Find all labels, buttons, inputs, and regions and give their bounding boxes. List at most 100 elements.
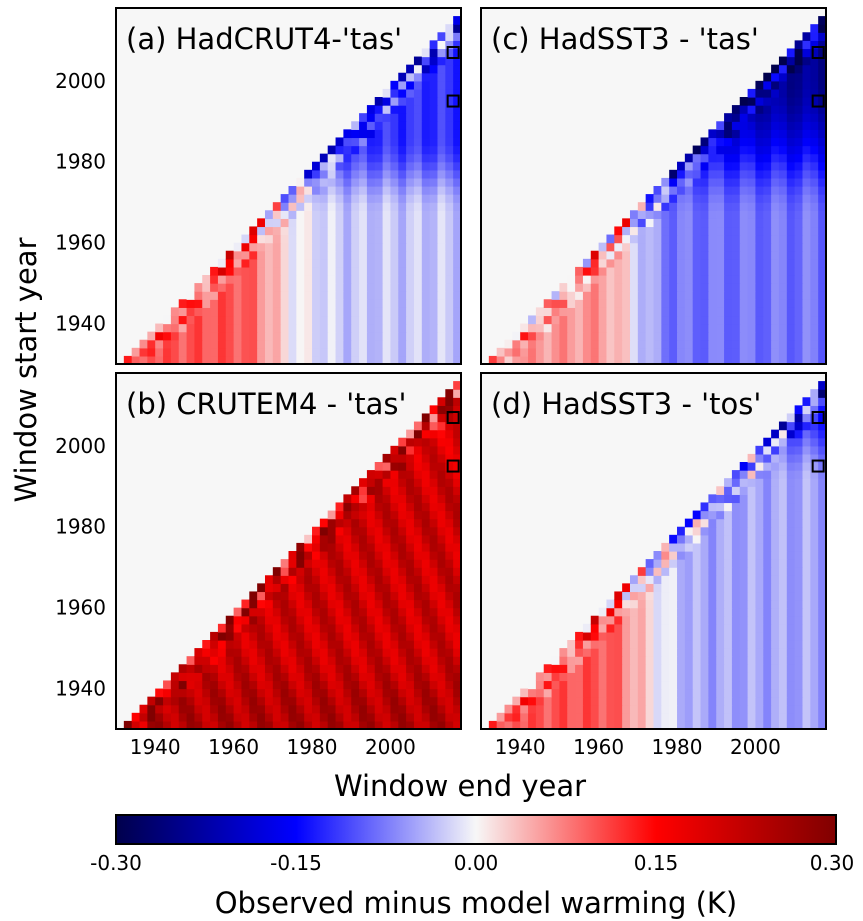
heatmap-cell bbox=[437, 153, 446, 163]
heatmap-cell bbox=[155, 339, 164, 349]
heatmap-cell bbox=[810, 688, 819, 698]
heatmap-cell bbox=[437, 672, 446, 682]
heatmap-cell bbox=[771, 623, 780, 633]
heatmap-cell bbox=[359, 283, 368, 292]
heatmap-cell bbox=[351, 680, 360, 690]
heatmap-cell bbox=[786, 177, 796, 187]
heatmap-cell bbox=[374, 161, 384, 171]
heatmap-cell bbox=[186, 347, 196, 357]
heatmap-cell bbox=[312, 672, 321, 682]
heatmap-cell bbox=[606, 307, 615, 317]
heatmap-cell bbox=[445, 80, 454, 90]
heatmap-cell bbox=[598, 664, 608, 673]
heatmap-cell bbox=[786, 656, 796, 665]
heatmap-cell bbox=[606, 672, 615, 682]
y-tick-label: 1940 bbox=[55, 677, 106, 701]
heatmap-cell bbox=[421, 631, 431, 641]
heatmap-cell bbox=[731, 169, 741, 179]
heatmap-cell bbox=[708, 283, 717, 292]
heatmap-cell bbox=[637, 680, 647, 690]
heatmap-cell bbox=[359, 169, 368, 179]
heatmap-cell bbox=[778, 672, 788, 682]
heatmap-cell bbox=[739, 291, 749, 300]
heatmap-cell bbox=[453, 250, 462, 260]
heatmap-cell bbox=[186, 720, 196, 730]
heatmap-cell bbox=[794, 56, 804, 66]
heatmap-cell bbox=[731, 648, 741, 657]
heatmap-cell bbox=[272, 583, 282, 593]
heatmap-cell bbox=[590, 696, 600, 706]
heatmap-cell bbox=[716, 283, 725, 292]
heatmap-cell bbox=[429, 583, 439, 593]
heatmap-cell bbox=[359, 486, 368, 495]
heatmap-cell bbox=[567, 672, 576, 682]
heatmap-cell bbox=[763, 704, 772, 714]
heatmap-cell bbox=[280, 599, 290, 609]
heatmap-cell bbox=[296, 591, 305, 601]
heatmap-cell bbox=[335, 672, 344, 682]
heatmap-cell bbox=[763, 177, 772, 187]
heatmap-cell bbox=[724, 478, 733, 487]
heatmap-cell bbox=[319, 194, 329, 203]
heatmap-cell bbox=[763, 445, 772, 455]
heatmap-cell bbox=[288, 315, 297, 325]
heatmap-cell bbox=[319, 559, 329, 568]
heatmap-cell bbox=[629, 258, 639, 268]
heatmap-cell bbox=[280, 218, 290, 228]
heatmap-cell bbox=[453, 234, 462, 244]
heatmap-cell bbox=[327, 656, 337, 665]
heatmap-cell bbox=[684, 526, 694, 536]
heatmap-cell bbox=[366, 664, 376, 673]
heatmap-cell bbox=[786, 518, 796, 528]
heatmap-cell bbox=[716, 607, 725, 617]
heatmap-cell bbox=[359, 591, 368, 601]
heatmap-cell bbox=[241, 347, 250, 357]
heatmap-cell bbox=[288, 664, 297, 673]
heatmap-cell bbox=[771, 656, 780, 665]
heatmap-cell bbox=[684, 283, 694, 292]
heatmap-cell bbox=[382, 218, 392, 228]
heatmap-cell bbox=[343, 640, 352, 649]
heatmap-cell bbox=[645, 218, 655, 228]
heatmap-cell bbox=[645, 688, 655, 698]
heatmap-cell bbox=[778, 688, 788, 698]
heatmap-cell bbox=[343, 307, 352, 317]
heatmap-cell bbox=[351, 153, 360, 163]
heatmap-cell bbox=[186, 291, 196, 300]
heatmap-cell bbox=[225, 680, 235, 690]
heatmap-cell bbox=[771, 153, 780, 163]
heatmap-cell bbox=[739, 121, 749, 130]
heatmap-cell bbox=[731, 153, 741, 163]
heatmap-cell bbox=[535, 704, 545, 714]
heatmap-cell bbox=[582, 680, 592, 690]
heatmap-cell bbox=[225, 323, 235, 333]
heatmap-cell bbox=[421, 437, 431, 447]
heatmap-cell bbox=[280, 194, 290, 203]
heatmap-cell bbox=[280, 283, 290, 292]
heatmap-cell bbox=[559, 672, 568, 682]
heatmap-cell bbox=[614, 323, 623, 333]
heatmap-cell bbox=[700, 559, 709, 568]
heatmap-cell bbox=[755, 250, 764, 260]
heatmap-cell bbox=[622, 315, 631, 325]
heatmap-cell bbox=[327, 631, 337, 641]
heatmap-cell bbox=[210, 704, 219, 714]
heatmap-cell bbox=[629, 226, 639, 236]
heatmap-cell bbox=[319, 664, 329, 673]
heatmap-cell bbox=[170, 315, 180, 325]
heatmap-cell bbox=[669, 339, 678, 349]
heatmap-cell bbox=[629, 323, 639, 333]
heatmap-cell bbox=[700, 526, 709, 536]
heatmap-cell bbox=[724, 331, 733, 341]
heatmap-cell bbox=[645, 307, 655, 317]
heatmap-cell bbox=[413, 583, 423, 593]
heatmap-cell bbox=[366, 470, 376, 479]
heatmap-cell bbox=[528, 704, 537, 714]
heatmap-cell bbox=[739, 672, 749, 682]
heatmap-cell bbox=[374, 551, 384, 560]
heatmap-cell bbox=[653, 307, 662, 317]
heatmap-cell bbox=[366, 299, 376, 308]
heatmap-cell bbox=[590, 299, 600, 308]
heatmap-cell bbox=[374, 210, 384, 219]
heatmap-cell bbox=[406, 680, 415, 690]
